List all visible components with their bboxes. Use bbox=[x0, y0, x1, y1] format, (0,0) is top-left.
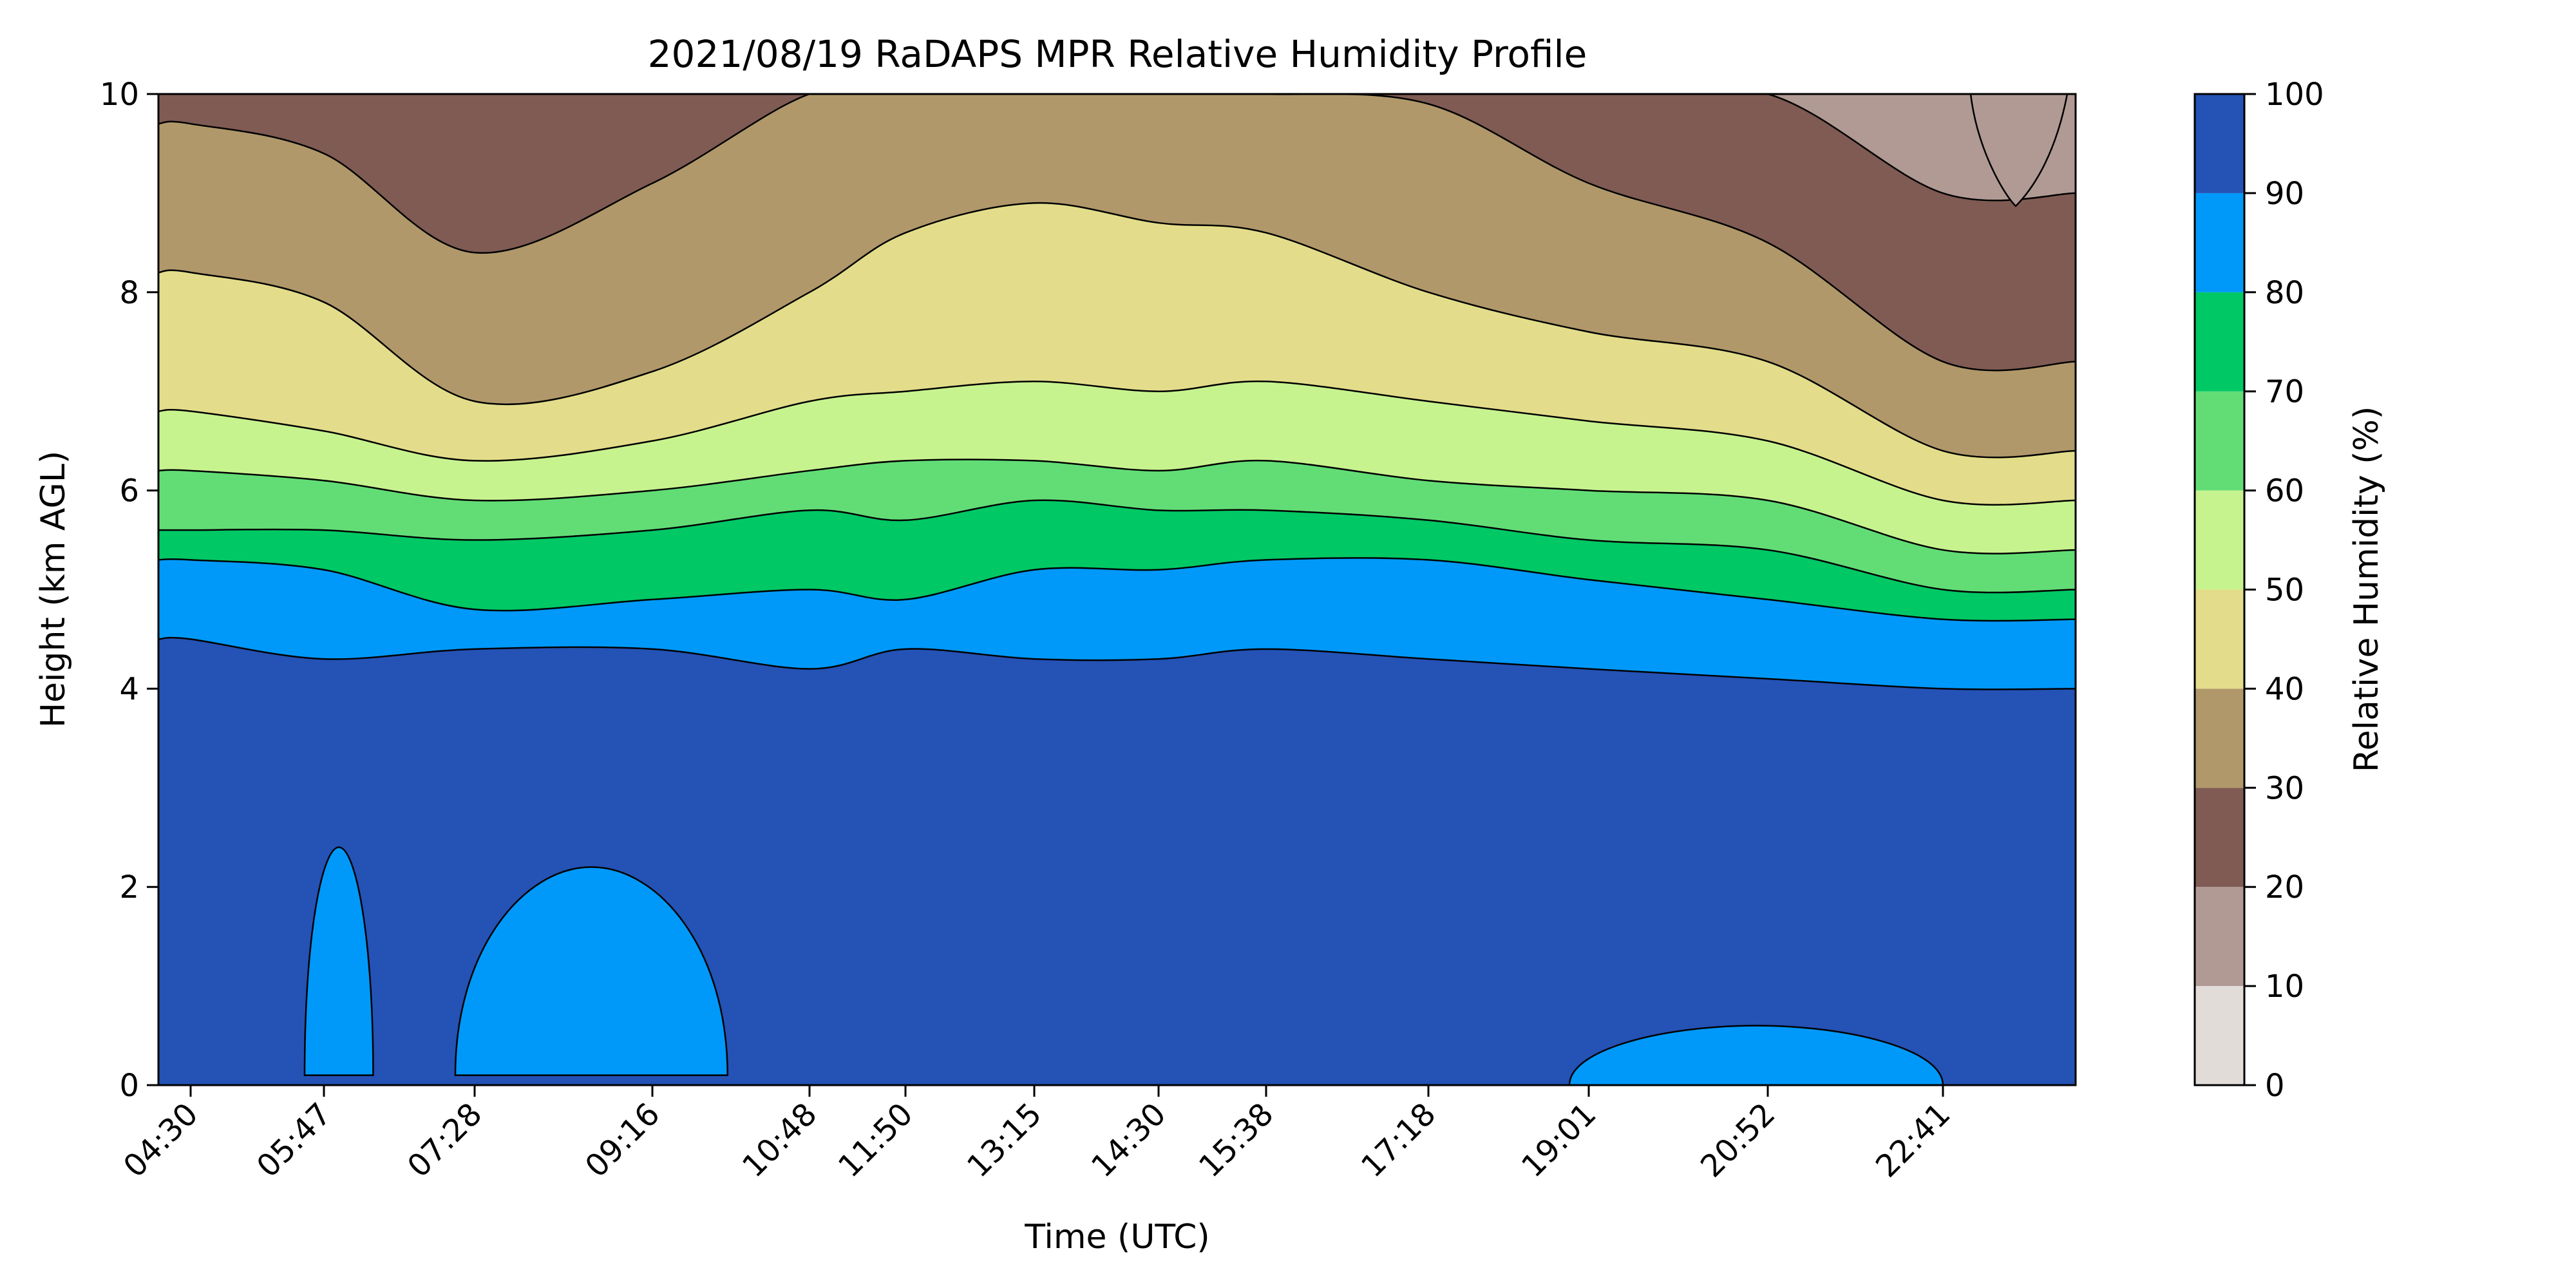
colorbar-tick-label: 70 bbox=[2265, 374, 2304, 410]
chart-title: 2021/08/19 RaDAPS MPR Relative Humidity … bbox=[648, 32, 1587, 76]
colorbar-tick-label: 20 bbox=[2265, 869, 2304, 905]
colorbar-segment-30-40 bbox=[2195, 688, 2244, 788]
colorbar-segment-20-30 bbox=[2195, 788, 2244, 887]
y-tick-label: 8 bbox=[119, 275, 139, 311]
contour-bands bbox=[158, 94, 2076, 690]
y-axis: 0 2 4 6 8 10 bbox=[100, 77, 158, 1104]
plot-area bbox=[158, 94, 2076, 1085]
evening-surface-patch bbox=[1568, 1025, 1944, 1085]
colorbar-tick-label: 30 bbox=[2265, 770, 2304, 806]
y-tick-label: 6 bbox=[119, 473, 139, 509]
colorbar-tick-label: 80 bbox=[2265, 275, 2304, 311]
morning-lower-moist-patch bbox=[303, 846, 374, 1076]
colorbar-segment-50-60 bbox=[2195, 490, 2244, 590]
colorbar: 0 10 20 30 40 50 60 70 80 90 100 bbox=[2195, 77, 2324, 1104]
morning-mid-patch bbox=[454, 866, 728, 1076]
rh-band-20-30 bbox=[158, 94, 2076, 372]
colorbar-segment-70-80 bbox=[2195, 292, 2244, 392]
colorbar-segment-40-50 bbox=[2195, 589, 2244, 689]
colorbar-tick-label: 10 bbox=[2265, 969, 2304, 1005]
x-axis-label: Time (UTC) bbox=[1024, 1218, 1209, 1256]
colorbar-frame bbox=[2193, 93, 2246, 1086]
colorbar-label: Relative Humidity (%) bbox=[2347, 406, 2386, 773]
colorbar-segment-10-20 bbox=[2195, 887, 2244, 987]
colorbar-segment-90-100 bbox=[2195, 94, 2244, 193]
plot-frame bbox=[157, 93, 2077, 1086]
colorbar-tick-label: 90 bbox=[2265, 176, 2304, 212]
y-tick-label: 10 bbox=[100, 77, 139, 113]
y-axis-label: Height (km AGL) bbox=[34, 451, 73, 728]
low-level-patches bbox=[303, 846, 1944, 1085]
colorbar-tick-label: 0 bbox=[2265, 1068, 2285, 1104]
y-tick-label: 4 bbox=[119, 671, 139, 707]
colorbar-segment-60-70 bbox=[2195, 391, 2244, 491]
colorbar-tick-label: 50 bbox=[2265, 573, 2304, 609]
colorbar-tick-label: 100 bbox=[2265, 77, 2324, 113]
rh-band-10-20 bbox=[158, 94, 2076, 202]
y-tick-label: 2 bbox=[119, 869, 139, 905]
y-tick-label: 0 bbox=[119, 1068, 139, 1104]
colorbar-segment-80-90 bbox=[2195, 193, 2244, 292]
colorbar-segment-0-10 bbox=[2195, 986, 2244, 1085]
rh-band-10-20-patch bbox=[1969, 94, 2069, 207]
colorbar-tick-label: 40 bbox=[2265, 671, 2304, 707]
colorbar-tick-label: 60 bbox=[2265, 473, 2304, 509]
